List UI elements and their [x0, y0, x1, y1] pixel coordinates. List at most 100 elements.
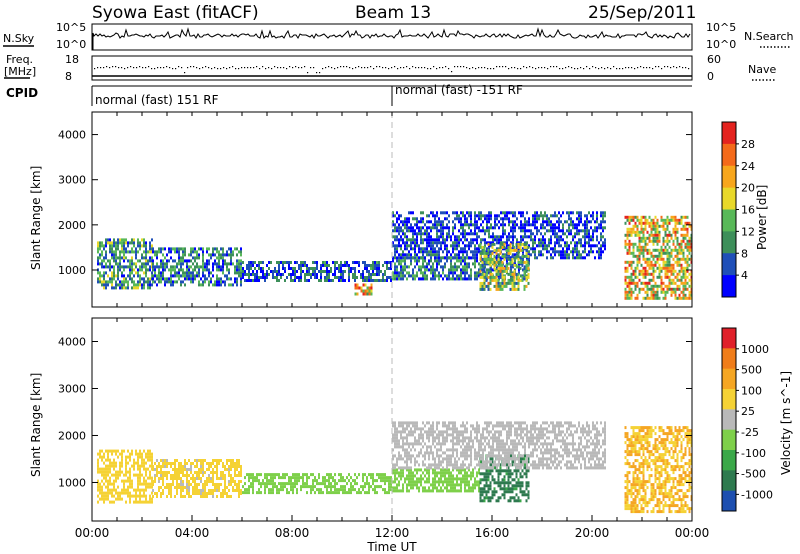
heatmap-cell	[400, 220, 402, 224]
heatmap-cell	[300, 276, 302, 279]
heatmap-cell	[472, 223, 474, 227]
heatmap-cell	[123, 479, 125, 483]
heatmap-cell	[290, 488, 292, 492]
heatmap-cell	[448, 274, 450, 278]
heatmap-cell	[151, 244, 153, 248]
heatmap-cell	[436, 256, 438, 260]
heatmap-cell	[186, 265, 188, 269]
heatmap-cell	[550, 238, 552, 242]
heatmap-cell	[486, 274, 488, 278]
heatmap-cell	[117, 247, 119, 251]
heatmap-cell	[388, 261, 390, 264]
heatmap-cell	[476, 474, 478, 478]
heatmap-cell	[172, 462, 174, 465]
heatmap-cell	[552, 232, 554, 236]
nave-point	[538, 67, 540, 69]
heatmap-cell	[129, 265, 131, 269]
cpid-mode-2: normal (fast) -151 RF	[395, 83, 523, 97]
heatmap-cell	[192, 486, 194, 489]
heatmap-cell	[129, 491, 131, 495]
heatmap-cell	[684, 224, 687, 228]
heatmap-cell	[598, 226, 600, 230]
heatmap-cell	[472, 486, 474, 490]
heatmap-cell	[184, 274, 186, 278]
heatmap-cell	[386, 267, 388, 270]
heatmap-cell	[584, 226, 586, 230]
heatmap-cell	[131, 262, 133, 266]
heatmap-cell	[306, 473, 308, 477]
colorbar-segment	[722, 231, 736, 254]
heatmap-cell	[404, 477, 406, 481]
heatmap-cell	[348, 273, 350, 276]
heatmap-cell	[422, 277, 424, 281]
heatmap-cell	[408, 265, 410, 269]
heatmap-cell	[242, 261, 244, 264]
heatmap-cell	[442, 480, 444, 484]
heatmap-cell	[416, 235, 418, 239]
heatmap-cell	[196, 250, 198, 254]
heatmap-cell	[330, 482, 332, 486]
heatmap-cell	[511, 248, 514, 252]
heatmap-cell	[172, 483, 174, 486]
heatmap-cell	[172, 480, 174, 483]
nave-point	[508, 68, 510, 70]
heatmap-cell	[362, 479, 364, 483]
heatmap-cell	[218, 262, 220, 266]
heatmap-cell	[224, 262, 226, 266]
heatmap-cell	[666, 215, 669, 219]
heatmap-cell	[230, 468, 232, 471]
heatmap-cell	[491, 478, 494, 482]
heatmap-cell	[196, 459, 198, 462]
heatmap-cell	[216, 474, 218, 477]
heatmap-cell	[468, 468, 470, 472]
heatmap-cell	[160, 492, 162, 495]
heatmap-cell	[682, 293, 685, 297]
heatmap-cell	[634, 233, 637, 237]
heatmap-cell	[468, 226, 470, 230]
heatmap-cell	[584, 244, 586, 248]
heatmap-cell	[686, 230, 689, 234]
heatmap-cell	[674, 248, 677, 252]
heatmap-cell	[176, 459, 178, 462]
heatmap-cell	[380, 476, 382, 480]
heatmap-cell	[310, 485, 312, 489]
heatmap-cell	[632, 227, 635, 231]
heatmap-cell	[334, 276, 336, 279]
heatmap-cell	[238, 259, 240, 263]
heatmap-cell	[143, 283, 145, 287]
nave-point	[226, 68, 228, 70]
heatmap-cell	[107, 238, 109, 242]
heatmap-cell	[450, 477, 452, 481]
heatmap-cell	[404, 220, 406, 224]
heatmap-cell	[503, 490, 506, 494]
heatmap-cell	[228, 268, 230, 272]
heatmap-cell	[546, 217, 548, 221]
heatmap-cell	[664, 275, 667, 279]
heatmap-cell	[224, 489, 226, 492]
heatmap-cell	[402, 259, 404, 263]
heatmap-cell	[139, 488, 141, 492]
heatmap-cell	[580, 238, 582, 242]
heatmap-cell	[522, 214, 524, 218]
heatmap-cell	[650, 251, 653, 255]
heatmap-cell	[438, 277, 440, 281]
heatmap-cell	[450, 271, 452, 275]
heatmap-cell	[488, 235, 490, 239]
heatmap-cell	[523, 272, 526, 276]
heatmap-cell	[220, 492, 222, 495]
heatmap-cell	[228, 277, 230, 281]
heatmap-cell	[214, 283, 216, 287]
heatmap-cell	[508, 223, 510, 227]
heatmap-cell	[196, 492, 198, 495]
heatmap-cell	[428, 241, 430, 245]
heatmap-cell	[308, 273, 310, 276]
heatmap-cell	[442, 229, 444, 233]
heatmap-cell	[141, 265, 143, 269]
heatmap-cell	[507, 248, 510, 252]
heatmap-cell	[121, 286, 123, 290]
heatmap-cell	[434, 277, 436, 281]
heatmap-cell	[485, 254, 488, 258]
nsky-panel: N.Sky 10^5 10^0 10^5 10^0 N.Search	[3, 21, 794, 51]
heatmap-cell	[534, 238, 536, 242]
heatmap-cell	[434, 223, 436, 227]
